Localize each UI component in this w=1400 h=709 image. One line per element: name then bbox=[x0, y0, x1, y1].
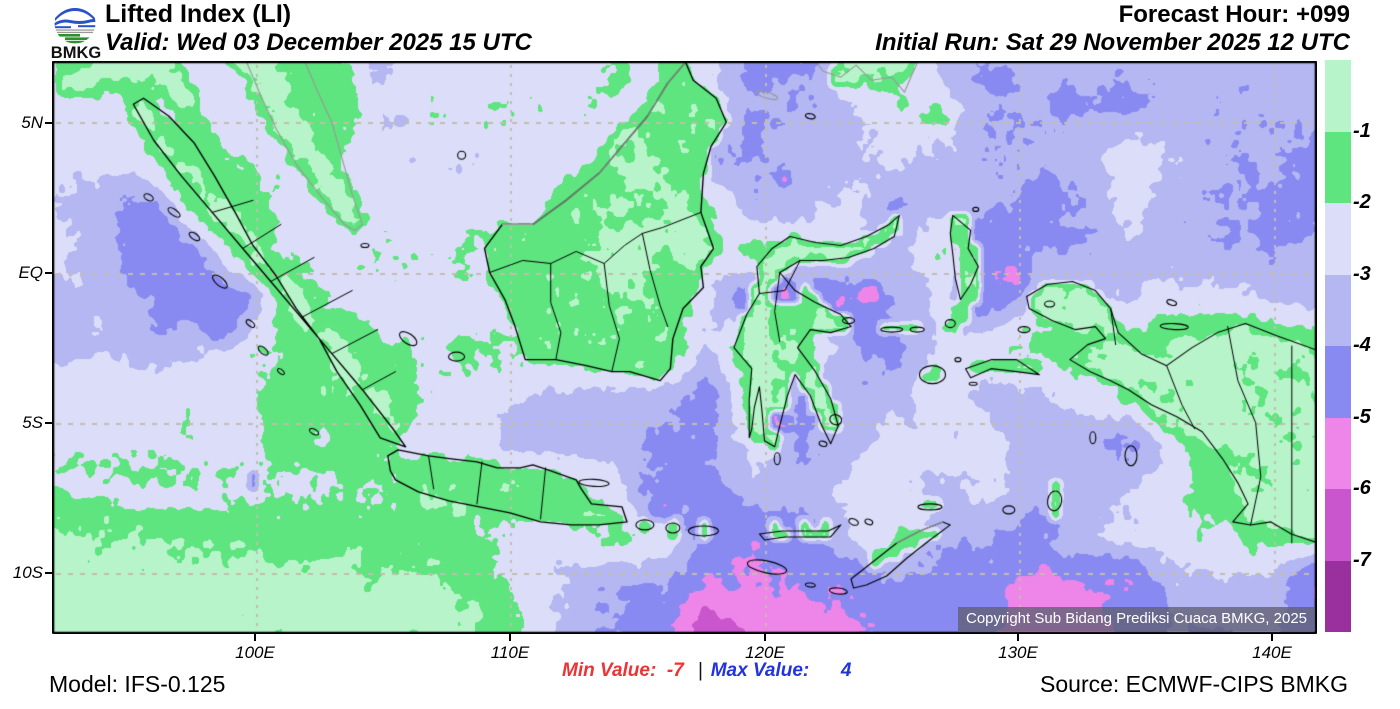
svg-text:BMKG: BMKG bbox=[51, 44, 101, 59]
